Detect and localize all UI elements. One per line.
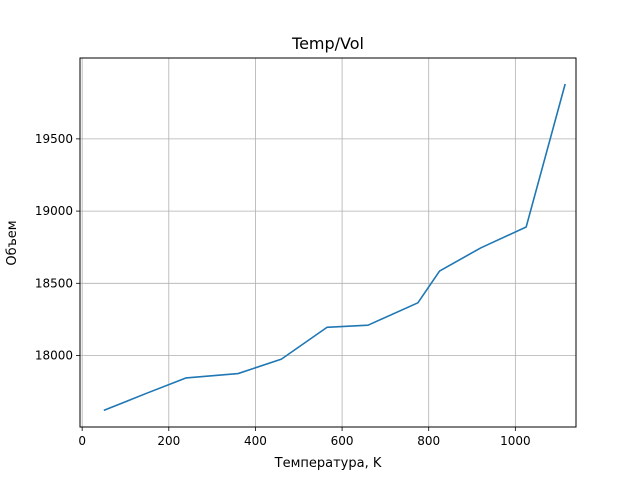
grid (80, 58, 576, 427)
x-tick-label: 200 (157, 434, 180, 448)
y-tick-label: 19500 (35, 132, 73, 146)
plot-frame (79, 57, 577, 428)
x-axis-label: Температура, K (274, 456, 382, 471)
y-tick-label: 18500 (35, 276, 73, 290)
x-tick-label: 800 (417, 434, 440, 448)
series-layer (103, 83, 566, 412)
y-tick-label: 19000 (35, 204, 73, 218)
ticks: 0 200 400 600 800 1000 18000 18500 19000 19500 (35, 132, 531, 448)
x-tick-label: 600 (331, 434, 354, 448)
x-tick-label: 1000 (500, 434, 531, 448)
x-tick-label: 400 (244, 434, 267, 448)
chart-title: Temp/Vol (291, 34, 364, 53)
x-tick-label: 0 (78, 434, 86, 448)
y-axis-label: Объем (5, 220, 20, 265)
series-line-0 (103, 83, 566, 412)
y-tick-label: 18000 (35, 349, 73, 363)
